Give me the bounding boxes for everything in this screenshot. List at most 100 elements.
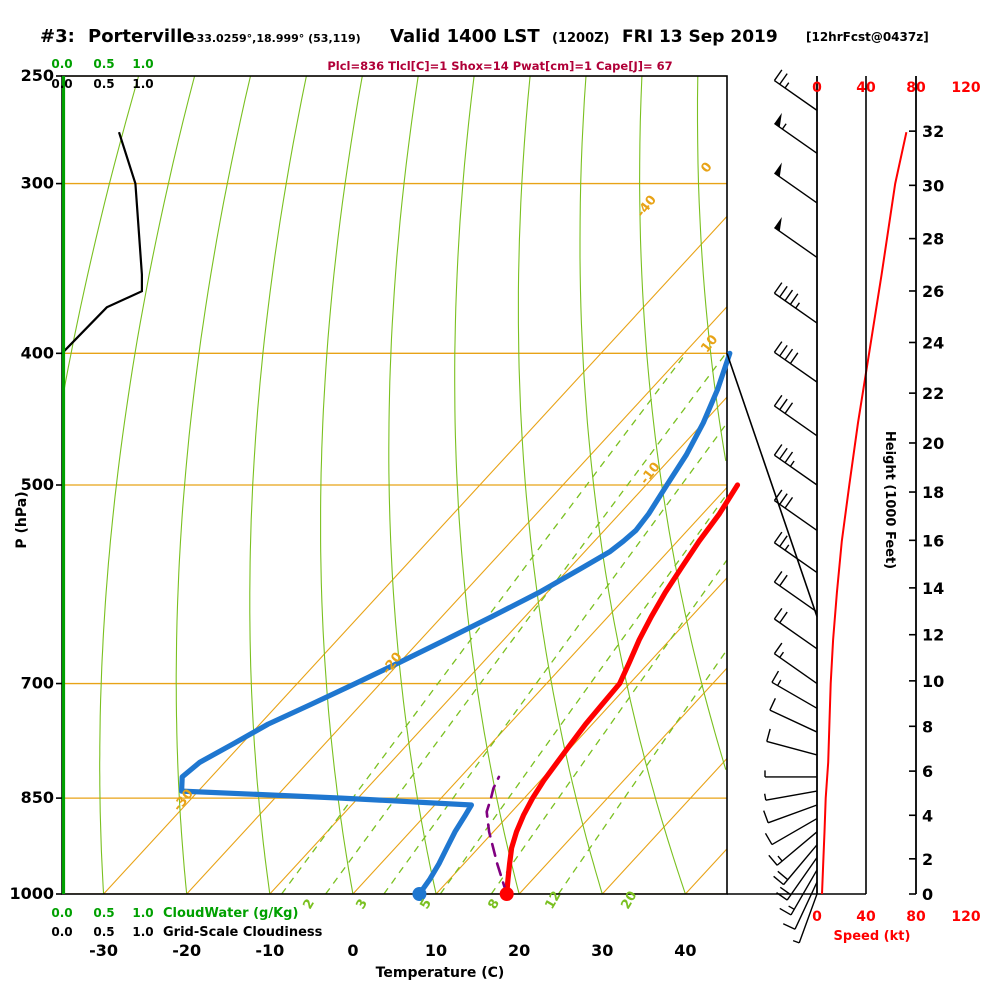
wind-barb (782, 881, 818, 930)
dry-adiabat-line (517, 76, 603, 894)
sounding-curves (61, 76, 741, 901)
station-coords: -33.0259°,18.999° (53,119) (192, 32, 361, 45)
cloudiness-legend-label: Grid-Scale Cloudiness (163, 925, 323, 940)
temperature-tick-label: 10 (425, 941, 447, 960)
temperature-curve (504, 482, 741, 897)
wind-barb (773, 341, 818, 383)
temperature-tick-label: 20 (508, 941, 530, 960)
height-tick-label: 10 (922, 672, 944, 691)
wind-barb (769, 698, 818, 733)
temperature-tick-label: 40 (674, 941, 696, 960)
wind-barb (776, 857, 818, 901)
wind-barb (774, 216, 818, 259)
mixing-ratio-line (281, 352, 687, 894)
valid-date: FRI 13 Sep 2019 (622, 27, 778, 47)
cloudiness-bot-2: 1.0 (132, 925, 153, 939)
pressure-tick-label: 1000 (9, 884, 54, 903)
cloudwater-top-1: 0.5 (93, 57, 114, 71)
cloudiness-top-2: 1.0 (132, 77, 153, 91)
wind-barb (774, 162, 818, 204)
surface-dewpoint-dot (412, 887, 427, 901)
station-id: #3: (40, 26, 75, 47)
dry-adiabat-line (99, 76, 196, 894)
wind-barb (773, 844, 818, 886)
height-tick-label: 32 (922, 122, 944, 141)
speed-tick-top: 0 (812, 80, 822, 96)
wind-barb (774, 112, 818, 154)
wind-barb (773, 69, 818, 111)
cloudwater-legend-label: CloudWater (g/Kg) (163, 906, 298, 921)
isotherm-line (103, 215, 727, 894)
temperature-tick-label: -30 (89, 941, 118, 960)
height-tick-label: 14 (922, 579, 944, 598)
valid-time: Valid 1400 LST (390, 26, 540, 47)
isotherm-line (269, 396, 727, 894)
height-tick-label: 28 (922, 230, 944, 249)
temperature-tick-label: 30 (591, 941, 613, 960)
pressure-tick-label: 250 (21, 66, 54, 85)
height-tick-label: 16 (922, 531, 944, 550)
valid-time-utc: (1200Z) (552, 31, 610, 46)
wind-barb (773, 282, 818, 324)
speed-tick-bottom: 120 (951, 909, 980, 925)
cloud-scale-bottom: 0.0 0.5 1.0 CloudWater (g/Kg) 0.0 0.5 1.… (51, 906, 322, 940)
pressure-tick-label: 400 (21, 343, 54, 362)
wind-barb (773, 607, 818, 650)
wind-barb (766, 728, 818, 756)
temperature-tick-label: -10 (255, 941, 284, 960)
height-tick-label: 22 (922, 384, 944, 403)
wind-barb (779, 869, 818, 916)
wind-barb (773, 642, 818, 685)
isotherm-line (186, 305, 727, 894)
wind-barb (764, 817, 818, 846)
cloudwater-bot-2: 1.0 (132, 906, 153, 920)
temperature-tick-label: -20 (172, 941, 201, 960)
speed-tick-bottom: 80 (906, 909, 926, 925)
wind-barb (773, 571, 818, 613)
dry-adiabat-line (320, 76, 363, 894)
height-axis-label: Height (1000 Feet) (882, 431, 897, 569)
height-tick-label: 24 (922, 333, 944, 352)
wind-panel-diagonal (726, 353, 818, 617)
wind-barb (763, 804, 818, 824)
pressure-tick-label: 850 (21, 788, 54, 807)
pressure-tick-label: 700 (21, 674, 54, 693)
dry-adiabat-line (62, 76, 140, 397)
mixing-ratio-line (490, 558, 727, 894)
mixing-ratio-line (439, 492, 727, 894)
cloudwater-top-0: 0.0 (51, 57, 72, 71)
station-name: Porterville (88, 26, 195, 47)
mixing-ratio-line (557, 648, 727, 894)
wind-barb (792, 893, 818, 944)
dry-adiabat-line (175, 76, 252, 894)
cloudiness-bot-1: 0.5 (93, 925, 114, 939)
grid-inner (62, 76, 727, 894)
speed-tick-bottom: 40 (856, 909, 876, 925)
wind-barb (764, 770, 817, 778)
height-tick-label: 0 (922, 885, 933, 904)
speed-tick-bottom: 0 (812, 909, 822, 925)
height-tick-label: 6 (922, 762, 933, 781)
cloudwater-bot-0: 0.0 (51, 906, 72, 920)
dry-adiabat-line (388, 76, 437, 894)
skewt-grid (62, 76, 727, 894)
grid-scale-cloudiness-curve (61, 131, 143, 355)
height-tick-label: 18 (922, 483, 944, 502)
dry-adiabat-line (249, 76, 307, 894)
cloudiness-bot-0: 0.0 (51, 925, 72, 939)
dry-adiabat-line (639, 76, 727, 770)
dry-adiabat-line (696, 76, 727, 461)
header-title: #3: Porterville -33.0259°,18.999° (53,11… (40, 26, 929, 47)
dry-adiabat-line (579, 76, 686, 894)
mixing-ratio-line (383, 421, 727, 894)
wind-barb-panel: 0 40 80 1200 40 80 120 (726, 69, 981, 944)
cloudwater-top-2: 1.0 (132, 57, 153, 71)
pressure-axis-label: P (hPa) (14, 491, 30, 548)
height-tick-label: 4 (922, 806, 933, 825)
sounding-parameters: Plcl=836 Tlcl[C]=1 Shox=14 Pwat[cm]=1 Ca… (327, 59, 672, 73)
forecast-tag: [12hrFcst@0437z] (806, 30, 929, 44)
